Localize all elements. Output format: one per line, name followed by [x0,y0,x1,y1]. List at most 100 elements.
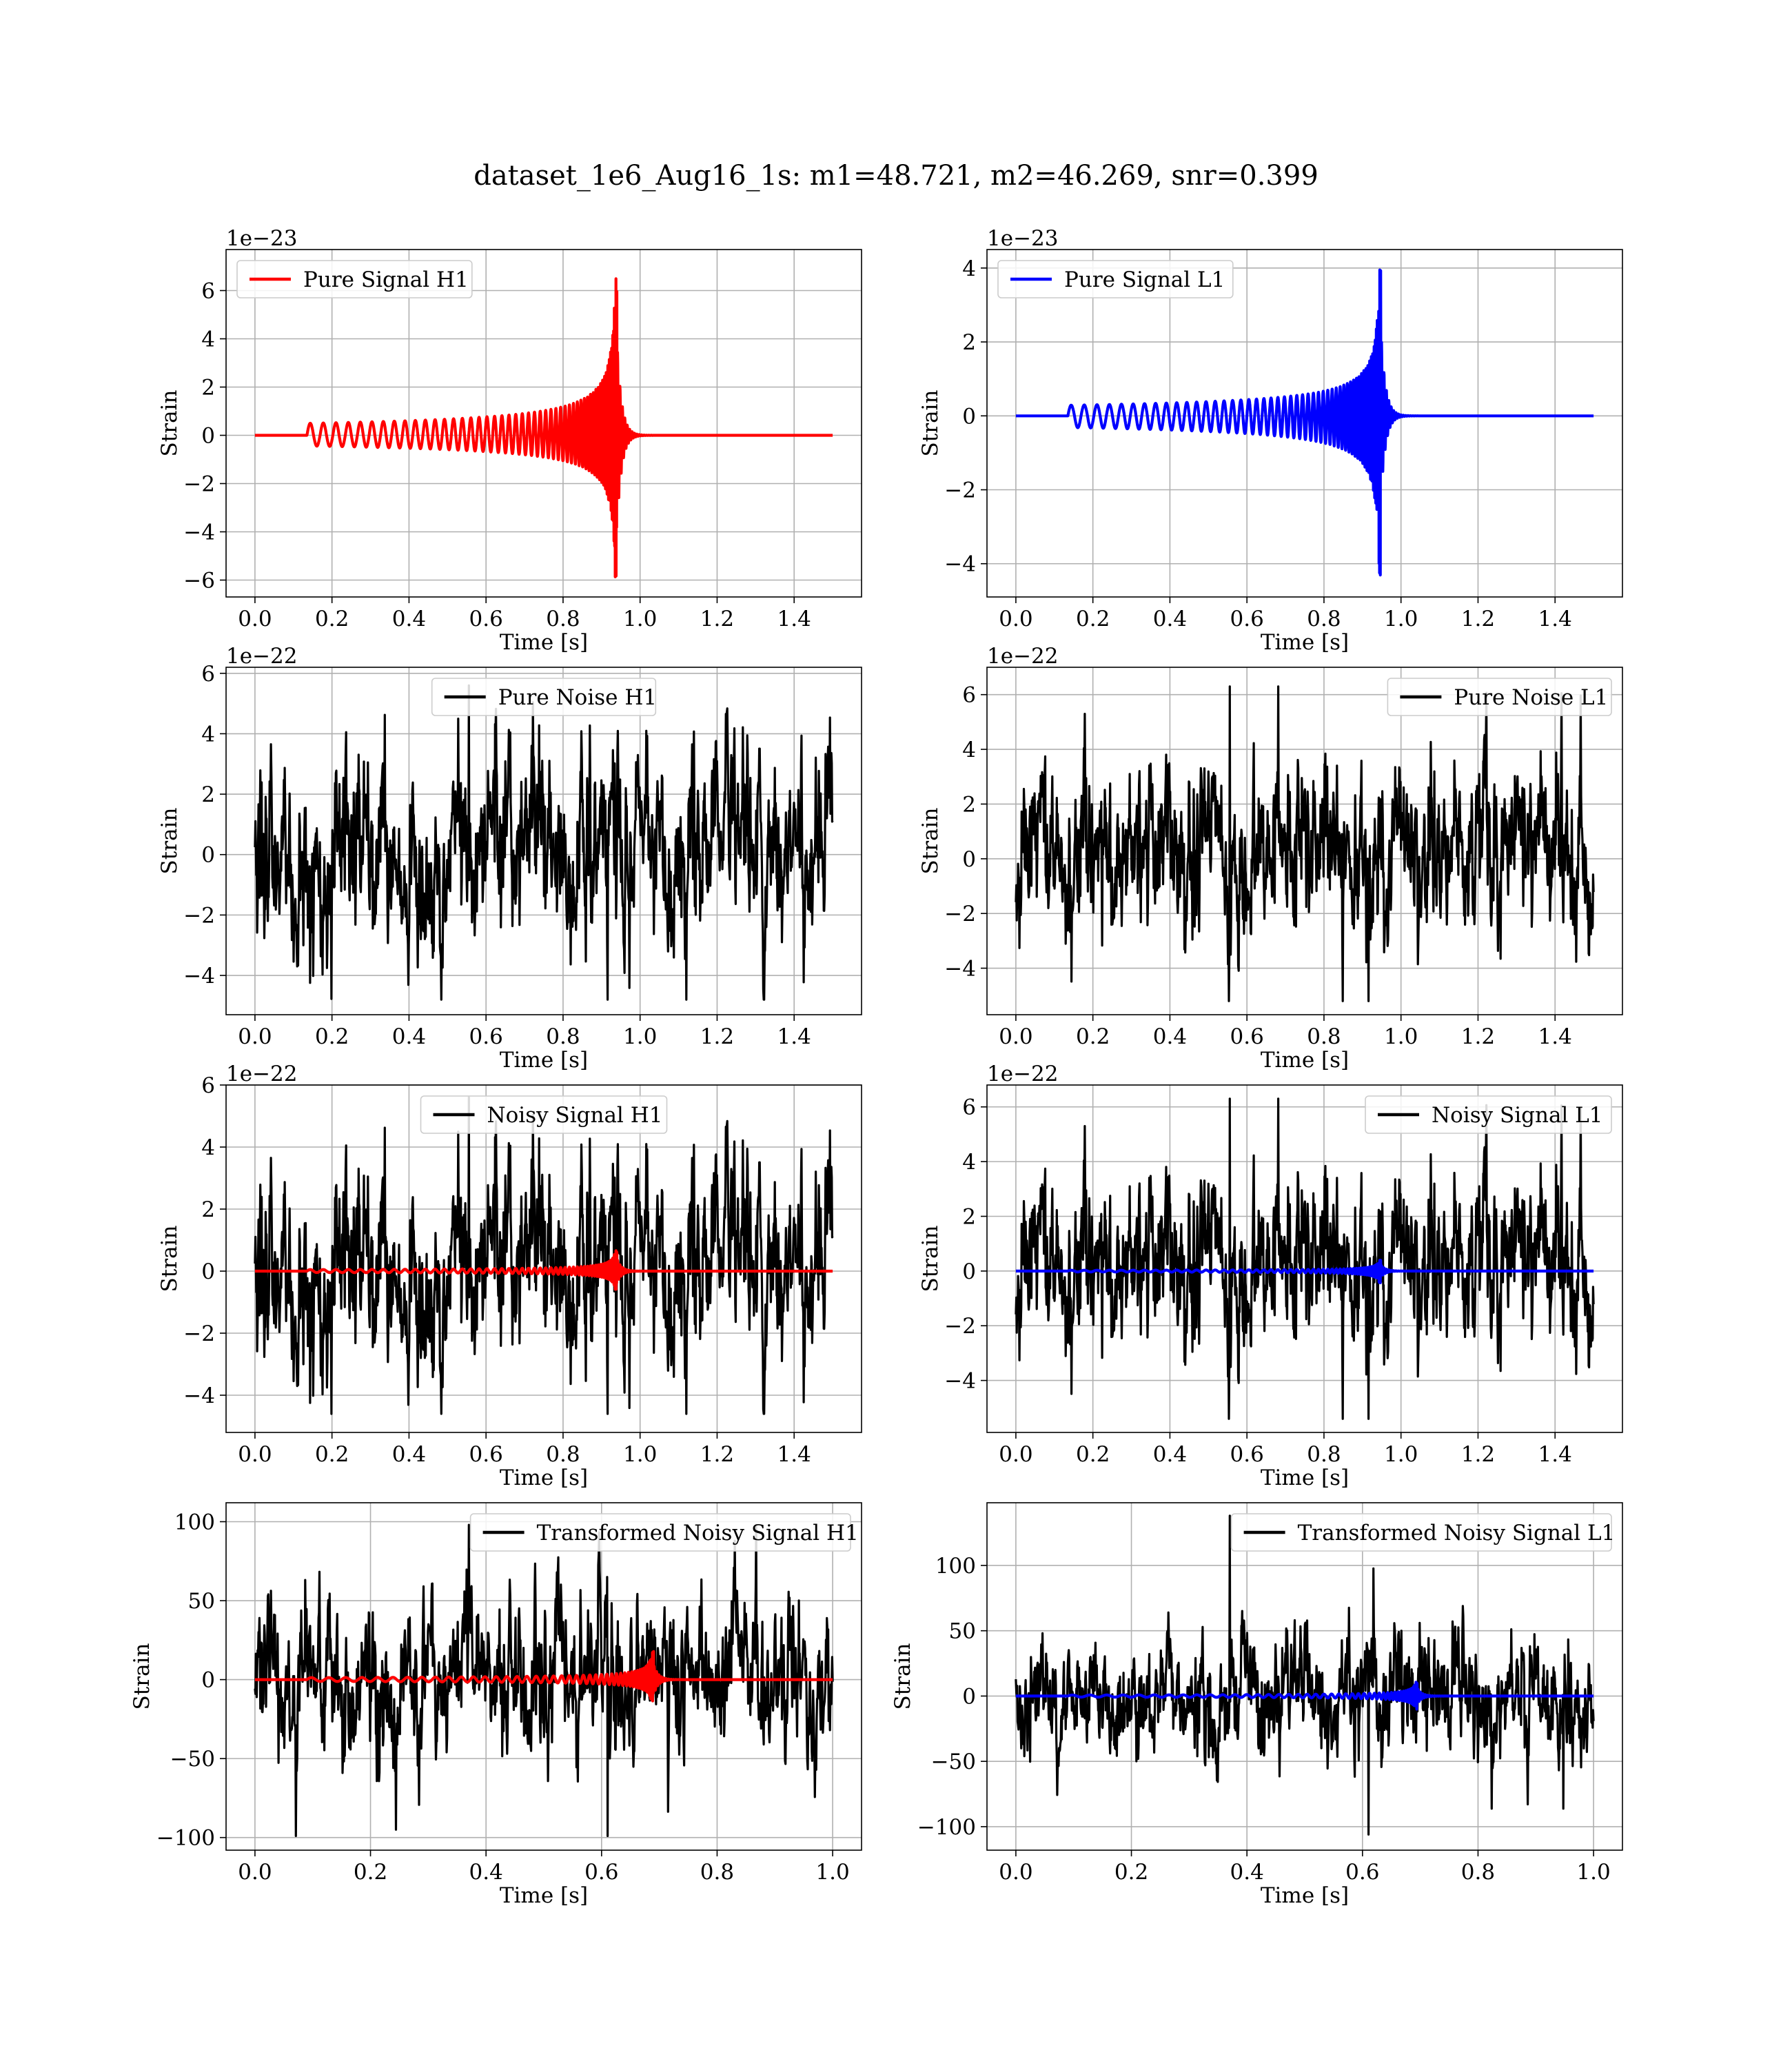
axis-offset-text: 1e−22 [987,1062,1059,1086]
series-line-chirp-1 [254,1249,834,1291]
x-tick-label: 0.6 [469,607,503,631]
x-tick-label: 0.0 [238,1442,272,1467]
legend: Noisy Signal L1 [1365,1095,1612,1134]
y-tick-label: 0 [201,843,215,868]
series-line-noise-0 [1015,1097,1595,1420]
plot-area [1015,685,1595,1002]
subplot-grid: 0.0 0.2 0.4 0.6 0.8 1.0 1.2 1.4 −6 −4 −2 0 2 4 6 Time [… [130,226,1623,1908]
y-axis-label: Strain [157,1226,182,1292]
x-tick-label: 1.0 [1576,1860,1610,1885]
axis-offset-text: 1e−23 [987,226,1059,251]
x-tick-label: 0.6 [1230,607,1264,631]
y-tick-label: 100 [935,1554,976,1579]
subplot-noisy-signal-l1: 0.0 0.2 0.4 0.6 0.8 1.0 1.2 1.4 −4 −2 0 2 4 6 Time [s]… [918,1062,1623,1490]
x-tick-label: 1.0 [623,607,657,631]
x-tick-label: 0.2 [315,1442,349,1467]
x-tick-label: 0.2 [1076,607,1110,631]
gridlines [226,250,862,597]
x-tick-label: 1.0 [1384,607,1418,631]
y-tick-label: −100 [917,1815,976,1840]
x-tick-label: 0.8 [1307,1024,1341,1049]
series-line-chirp-0 [1015,268,1595,577]
legend-label: Transformed Noisy Signal L1 [1298,1521,1616,1545]
y-axis-label: Strain [157,808,182,875]
y-tick-label: 6 [201,1073,215,1098]
y-tick-label: −4 [944,957,976,982]
legend: Transformed Noisy Signal L1 [1230,1513,1616,1552]
x-tick-label: 0.0 [999,1442,1032,1467]
legend-box [1365,1095,1612,1134]
x-tick-label: 0.8 [700,1860,734,1885]
plot-area [1015,1514,1595,1836]
x-tick-label: 0.8 [546,607,580,631]
axes-frame [225,249,862,598]
x-tick-label: 0.2 [1076,1442,1110,1467]
y-tick-label: 50 [188,1589,215,1614]
y-tick-label: 0 [962,404,976,429]
axis-offset-text: 1e−23 [226,226,298,251]
axes-frame [225,1502,862,1851]
x-tick-label: 0.4 [469,1860,503,1885]
x-tick-label: 0.4 [392,607,426,631]
x-tick-label: 0.0 [999,607,1032,631]
x-tick-label: 0.4 [1230,1860,1264,1885]
x-tick-label: 1.2 [700,1442,734,1467]
y-tick-label: 0 [962,1259,976,1284]
y-tick-label: −4 [183,964,215,989]
x-axis-label: Time [s] [1261,1466,1349,1490]
x-tick-label: 1.2 [1461,607,1495,631]
y-tick-label: −4 [944,552,976,577]
x-tick-label: 1.4 [1538,1024,1572,1049]
y-tick-label: −6 [183,569,215,594]
legend: Transformed Noisy Signal H1 [469,1513,859,1552]
y-axis-label: Strain [918,1226,943,1292]
y-tick-label: 6 [201,279,215,304]
legend-box [420,1095,668,1134]
y-tick-label: 4 [962,1150,976,1175]
x-tick-label: 0.6 [469,1024,503,1049]
y-tick-label: −2 [944,1314,976,1339]
x-tick-label: 1.4 [777,1442,811,1467]
x-axis-label: Time [s] [1261,630,1349,655]
plot-area [254,1523,834,1837]
y-tick-label: 4 [962,738,976,762]
x-tick-label: 0.4 [392,1442,426,1467]
axes-frame [225,667,862,1015]
y-tick-label: −2 [944,478,976,503]
legend: Pure Signal H1 [236,260,473,298]
figure-title: dataset_1e6_Aug16_1s: m1=48.721, m2=46.2… [474,160,1318,192]
x-tick-label: 0.8 [546,1442,580,1467]
subplot-transformed-noisy-signal-l1: 0.0 0.2 0.4 0.6 0.8 1.0 −100 −50 0 50 100 Time [s] S… [890,1502,1623,1908]
x-tick-label: 0.8 [1307,607,1341,631]
x-tick-label: 0.8 [1307,1442,1341,1467]
y-tick-label: −2 [183,903,215,928]
axes-frame [986,667,1623,1015]
x-tick-label: 0.6 [1230,1024,1264,1049]
legend-box [1230,1513,1612,1552]
x-tick-label: 0.8 [546,1024,580,1049]
x-axis-label: Time [s] [1261,1883,1349,1908]
x-tick-label: 0.8 [1461,1860,1495,1885]
y-tick-label: −50 [170,1747,215,1772]
y-tick-label: −2 [183,1321,215,1346]
y-tick-label: −4 [944,1369,976,1394]
legend-box [469,1513,851,1552]
x-tick-label: 0.0 [238,1024,272,1049]
y-axis-label: Strain [918,808,943,875]
x-axis-label: Time [s] [500,1048,588,1073]
legend-box [431,678,657,716]
axis-offset-text: 1e−22 [226,644,298,669]
series-line-chirp-1 [254,1650,834,1703]
legend-label: Pure Signal H1 [303,267,469,292]
subplot-pure-noise-h1: 0.0 0.2 0.4 0.6 0.8 1.0 1.2 1.4 −4 −2 0 2 4 6 Time [s]… [157,644,862,1073]
legend-label: Pure Signal L1 [1064,267,1225,292]
plot-area [254,1096,834,1415]
x-tick-label: 0.0 [999,1024,1032,1049]
x-tick-label: 1.0 [815,1860,849,1885]
series-line-noise-0 [254,684,834,1001]
x-tick-label: 0.2 [1114,1860,1148,1885]
plot-area [1015,268,1595,577]
legend: Pure Noise L1 [1387,678,1612,716]
legend-label: Noisy Signal H1 [487,1103,663,1128]
